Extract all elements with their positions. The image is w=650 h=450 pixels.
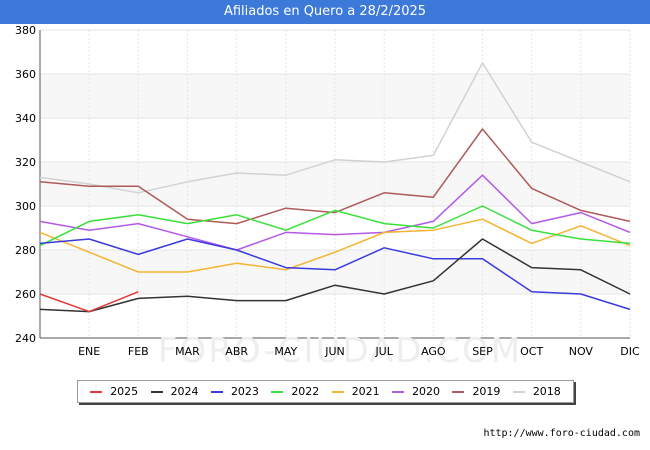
source-url[interactable]: http://www.foro-ciudad.com [483, 428, 640, 439]
legend-label: 2022 [291, 385, 320, 398]
series-line-2024 [39, 238, 631, 313]
series-line-2022 [39, 205, 631, 247]
y-tick-label: 260 [15, 288, 36, 301]
y-tick-label: 380 [15, 24, 36, 37]
legend-swatch [210, 390, 223, 393]
legend-swatch [90, 390, 103, 393]
x-tick-label: ENE [78, 345, 100, 358]
legend-swatch [271, 390, 284, 393]
legend-item-2019: 2019 [452, 385, 500, 398]
series-line-2019 [39, 128, 631, 225]
series-line-2025 [39, 291, 139, 313]
legend-item-2025: 2025 [90, 385, 138, 398]
x-tick-label: DIC [620, 345, 640, 358]
y-tick-label: 320 [15, 156, 36, 169]
legend-label: 2021 [351, 385, 380, 398]
x-tick-label: MAY [274, 345, 297, 358]
series-line-2023 [39, 238, 631, 311]
legend-label: 2024 [170, 385, 199, 398]
legend-item-2024: 2024 [150, 385, 199, 398]
x-tick-label: AGO [421, 345, 446, 358]
x-tick-label: NOV [569, 345, 594, 358]
x-tick-label: SEP [472, 345, 493, 358]
legend-label: 2025 [110, 385, 139, 398]
legend-swatch [452, 390, 465, 393]
legend-label: 2019 [472, 385, 501, 398]
x-tick-label: ABR [225, 345, 248, 358]
legend-item-2022: 2022 [271, 385, 319, 398]
x-tick-label: OCT [520, 345, 543, 358]
x-tick-label: FEB [128, 345, 149, 358]
chart-legend: 2025 2024 2023 2022 2021 2020 2019 2018 [77, 380, 574, 403]
y-tick-label: 340 [15, 112, 36, 125]
series-line-2021 [39, 218, 631, 273]
legend-swatch [392, 390, 405, 393]
series-line-2018 [39, 62, 631, 194]
x-tick-label: JUN [324, 345, 345, 358]
y-tick-label: 240 [15, 332, 36, 345]
line-chart: FORO-CIUDAD.COM 240 260 280 300 320 340 360 380 E… [15, 24, 640, 364]
chart-title: Afiliados en Quero a 28/2/2025 [0, 0, 650, 24]
legend-swatch [331, 390, 344, 393]
watermark-text: FORO-CIUDAD.COM [158, 331, 522, 364]
legend-swatch [150, 390, 163, 393]
legend-label: 2023 [230, 385, 259, 398]
legend-item-2020: 2020 [392, 385, 440, 398]
legend-item-2023: 2023 [210, 385, 259, 398]
legend-label: 2018 [532, 385, 561, 398]
x-tick-label: JUL [374, 345, 393, 358]
y-tick-label: 360 [15, 68, 36, 81]
x-tick-label: MAR [175, 345, 200, 358]
legend-item-2018: 2018 [512, 385, 561, 398]
y-tick-label: 300 [15, 200, 36, 213]
legend-swatch [512, 390, 525, 393]
y-tick-label: 280 [15, 244, 36, 257]
legend-label: 2020 [412, 385, 441, 398]
series-line-2020 [39, 174, 631, 251]
legend-item-2021: 2021 [331, 385, 380, 398]
